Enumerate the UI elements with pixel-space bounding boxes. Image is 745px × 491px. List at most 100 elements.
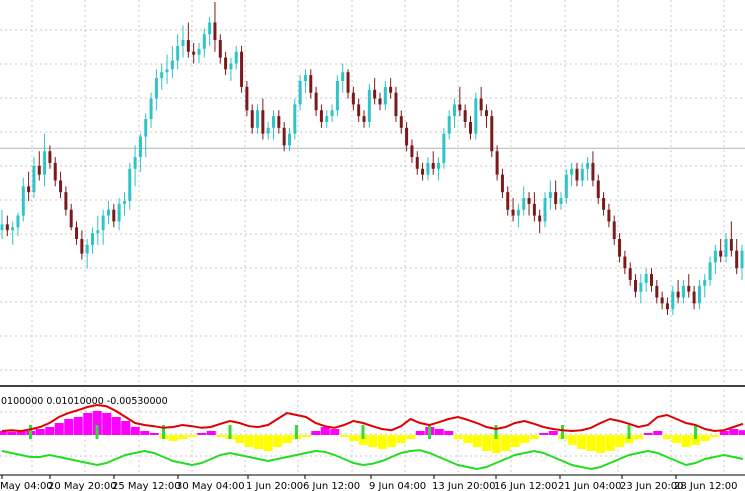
candle-body [330,110,334,117]
candle-body [277,116,281,128]
histogram-bar [0,431,7,435]
histogram-bar [187,435,197,437]
candle-body [586,162,590,169]
histogram-bar [216,435,226,437]
candle-body [708,262,712,280]
candle-body [0,224,4,231]
candle-body [272,116,276,128]
candle-body [250,110,254,128]
candle-body [314,92,318,111]
histogram-bar [396,435,406,443]
candle-body [154,78,158,99]
candle-body [266,127,270,134]
candle-body [490,116,494,152]
histogram-marker [494,425,498,439]
candle-body [149,98,153,120]
candle-body [80,239,84,254]
candle-body [261,110,265,134]
histogram-bar [206,431,216,435]
candle-body [618,239,622,257]
candle-body [570,168,574,175]
candle-body [213,22,217,41]
histogram-bar [111,417,121,435]
candle-body [160,72,164,79]
time-tick-label: 16 Jun 12:00 [494,481,558,491]
time-tick-label: 23 Jun 20:00 [620,481,684,491]
histogram-bar [444,431,454,435]
histogram-marker [295,425,298,439]
candle-body [415,157,419,169]
candle-body [740,250,744,269]
histogram-bar [254,435,264,449]
candle-body [59,180,63,193]
candle-body [660,297,664,304]
histogram-bar [311,431,321,435]
candle-body [405,127,409,146]
candle-body [117,203,121,222]
candle-body [399,116,403,128]
indicator-header: 0100000 0.01010000 -0.00530000 [1,396,168,407]
time-tick-label: 28 Jun 12:00 [674,481,738,491]
candle-body [447,116,451,134]
candlestick-series [0,2,744,316]
candle-body [575,168,579,181]
histogram-bar [434,429,444,435]
candle-body [442,133,446,163]
candle-body [500,174,504,193]
histogram-marker [162,425,165,439]
candle-body [474,98,478,134]
histogram-bar [710,435,720,437]
candle-body [303,75,307,81]
candle-body [634,279,638,292]
candle-body [91,233,95,245]
candle-body [144,119,148,137]
histogram-bar [35,429,45,435]
candle-body [431,162,435,169]
candle-body [309,75,313,93]
candle-body [240,51,244,87]
candle-body [479,98,483,111]
candle-body [282,127,286,146]
histogram-bar [83,413,93,435]
candle-body [607,209,611,222]
histogram-bar [102,413,112,435]
candle-body [644,274,648,283]
candle-body [11,227,15,231]
histogram-marker [561,425,564,439]
histogram-bar [700,435,710,441]
candle-body [351,92,355,105]
histogram-bar [92,411,102,435]
histogram-bar [178,435,188,439]
candle-body [112,209,116,222]
candle-body [426,162,430,175]
histogram-bar [330,429,340,435]
histogram-bar [605,435,615,451]
candle-body [484,110,488,117]
histogram-bar [301,435,311,437]
histogram-bar [567,435,577,445]
histogram-bar [510,435,520,447]
histogram-bar [377,435,387,449]
histogram-bar [244,435,254,447]
candle-body [319,110,323,122]
candle-body [713,250,717,263]
histogram-bar [482,435,492,451]
histogram-bar [539,433,549,435]
histogram-bar [672,435,682,443]
candle-body [32,165,36,193]
candle-body [437,162,441,169]
candle-body [5,224,9,231]
histogram-marker [694,425,697,439]
histogram-bar [529,435,539,439]
histogram-bar [320,427,330,435]
histogram-bar [273,435,283,447]
candle-body [532,203,536,216]
histogram-bar [16,430,26,435]
candle-body [719,250,723,257]
histogram-marker [29,425,32,439]
candle-body [234,51,238,64]
candle-body [580,168,584,181]
candle-body [176,45,180,61]
histogram-bar [615,435,625,447]
